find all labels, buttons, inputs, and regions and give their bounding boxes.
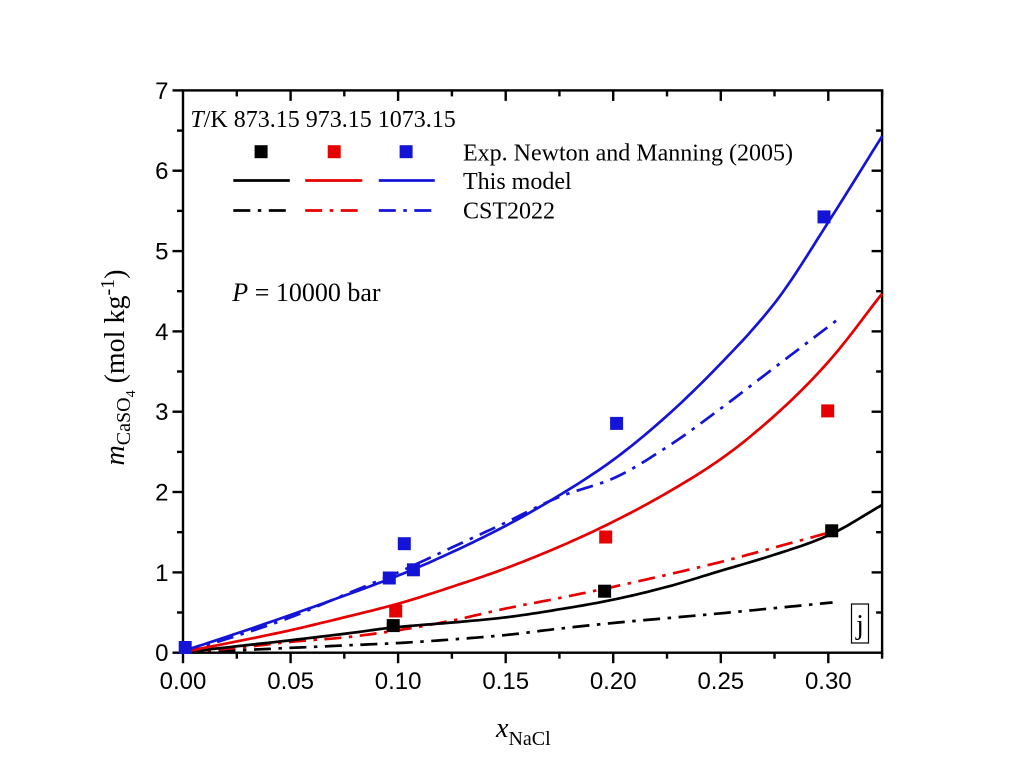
svg-text:0.25: 0.25 <box>697 668 744 695</box>
svg-text:P = 10000 bar: P = 10000 bar <box>231 278 381 307</box>
svg-text:CST2022: CST2022 <box>463 199 555 225</box>
svg-text:xNaCl: xNaCl <box>495 713 551 750</box>
svg-text:4: 4 <box>155 319 168 346</box>
svg-text:0.15: 0.15 <box>482 668 529 695</box>
svg-text:T/K 873.15 973.15 1073.15: T/K 873.15 973.15 1073.15 <box>190 107 455 133</box>
svg-text:0.30: 0.30 <box>805 668 852 695</box>
svg-text:5: 5 <box>155 239 168 266</box>
svg-text:j: j <box>855 610 864 641</box>
svg-text:This model: This model <box>463 169 572 195</box>
svg-text:0: 0 <box>155 640 168 667</box>
svg-text:1: 1 <box>155 560 168 587</box>
svg-text:Exp. Newton and Manning (2005): Exp. Newton and Manning (2005) <box>463 141 793 167</box>
svg-text:2: 2 <box>155 480 168 507</box>
svg-text:3: 3 <box>155 399 168 426</box>
svg-text:0.00: 0.00 <box>160 668 207 695</box>
svg-text:0.10: 0.10 <box>375 668 422 695</box>
svg-text:0.05: 0.05 <box>267 668 314 695</box>
svg-text:0.20: 0.20 <box>590 668 637 695</box>
svg-text:6: 6 <box>155 158 168 185</box>
svg-text:mCaSO4 (mol kg-1): mCaSO4 (mol kg-1) <box>97 270 139 466</box>
svg-text:7: 7 <box>155 78 168 105</box>
